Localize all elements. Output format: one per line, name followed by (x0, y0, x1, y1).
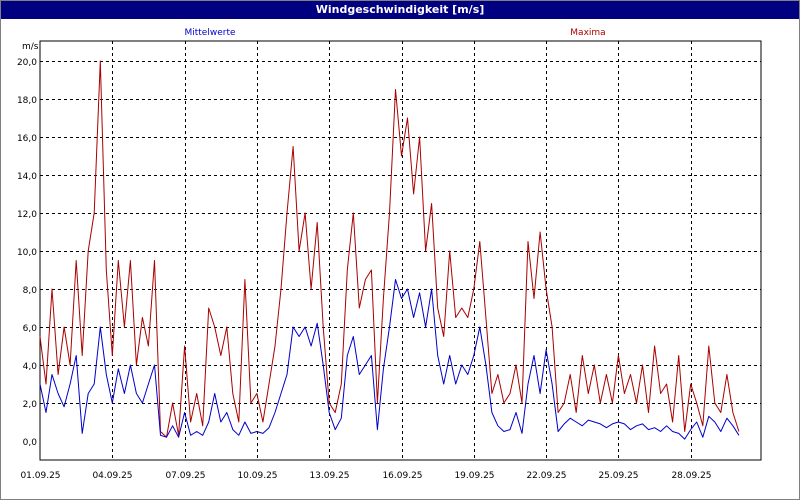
legend-label-maxima: Maxima (570, 28, 605, 38)
x-tick-label: 01.09.25 (20, 471, 60, 481)
y-tick-label: 8,0 (23, 286, 38, 296)
series-line-maxima (39, 60, 740, 438)
y-tick-label: 20,0 (17, 58, 37, 68)
legend-label-mittelwerte: Mittelwerte (184, 28, 235, 38)
y-tick-label: 10,0 (17, 248, 37, 258)
y-tick-label: 4,0 (23, 362, 38, 372)
series-line-mittelwerte (39, 279, 740, 440)
plot-area (39, 40, 762, 461)
x-tick-label: 28.09.25 (671, 471, 711, 481)
x-tick-label: 07.09.25 (165, 471, 205, 481)
y-tick-label: 12,0 (17, 210, 37, 220)
x-tick-label: 25.09.25 (598, 471, 638, 481)
y-axis-label: m/s (22, 42, 39, 52)
x-tick-label: 13.09.25 (309, 471, 349, 481)
window-title: Windgeschwindigkeit [m/s] (1, 1, 799, 19)
y-tick-label: 16,0 (17, 134, 37, 144)
y-tick-label: 2,0 (23, 400, 38, 410)
x-tick-label: 04.09.25 (92, 471, 132, 481)
x-tick-label: 10.09.25 (237, 471, 277, 481)
x-tick-label: 22.09.25 (526, 471, 566, 481)
y-tick-label: 0,0 (23, 438, 38, 448)
y-tick-label: 6,0 (23, 324, 38, 334)
x-tick-label: 19.09.25 (454, 471, 494, 481)
y-tick-label: 18,0 (17, 96, 37, 106)
x-tick-label: 16.09.25 (382, 471, 422, 481)
y-tick-label: 14,0 (17, 172, 37, 182)
